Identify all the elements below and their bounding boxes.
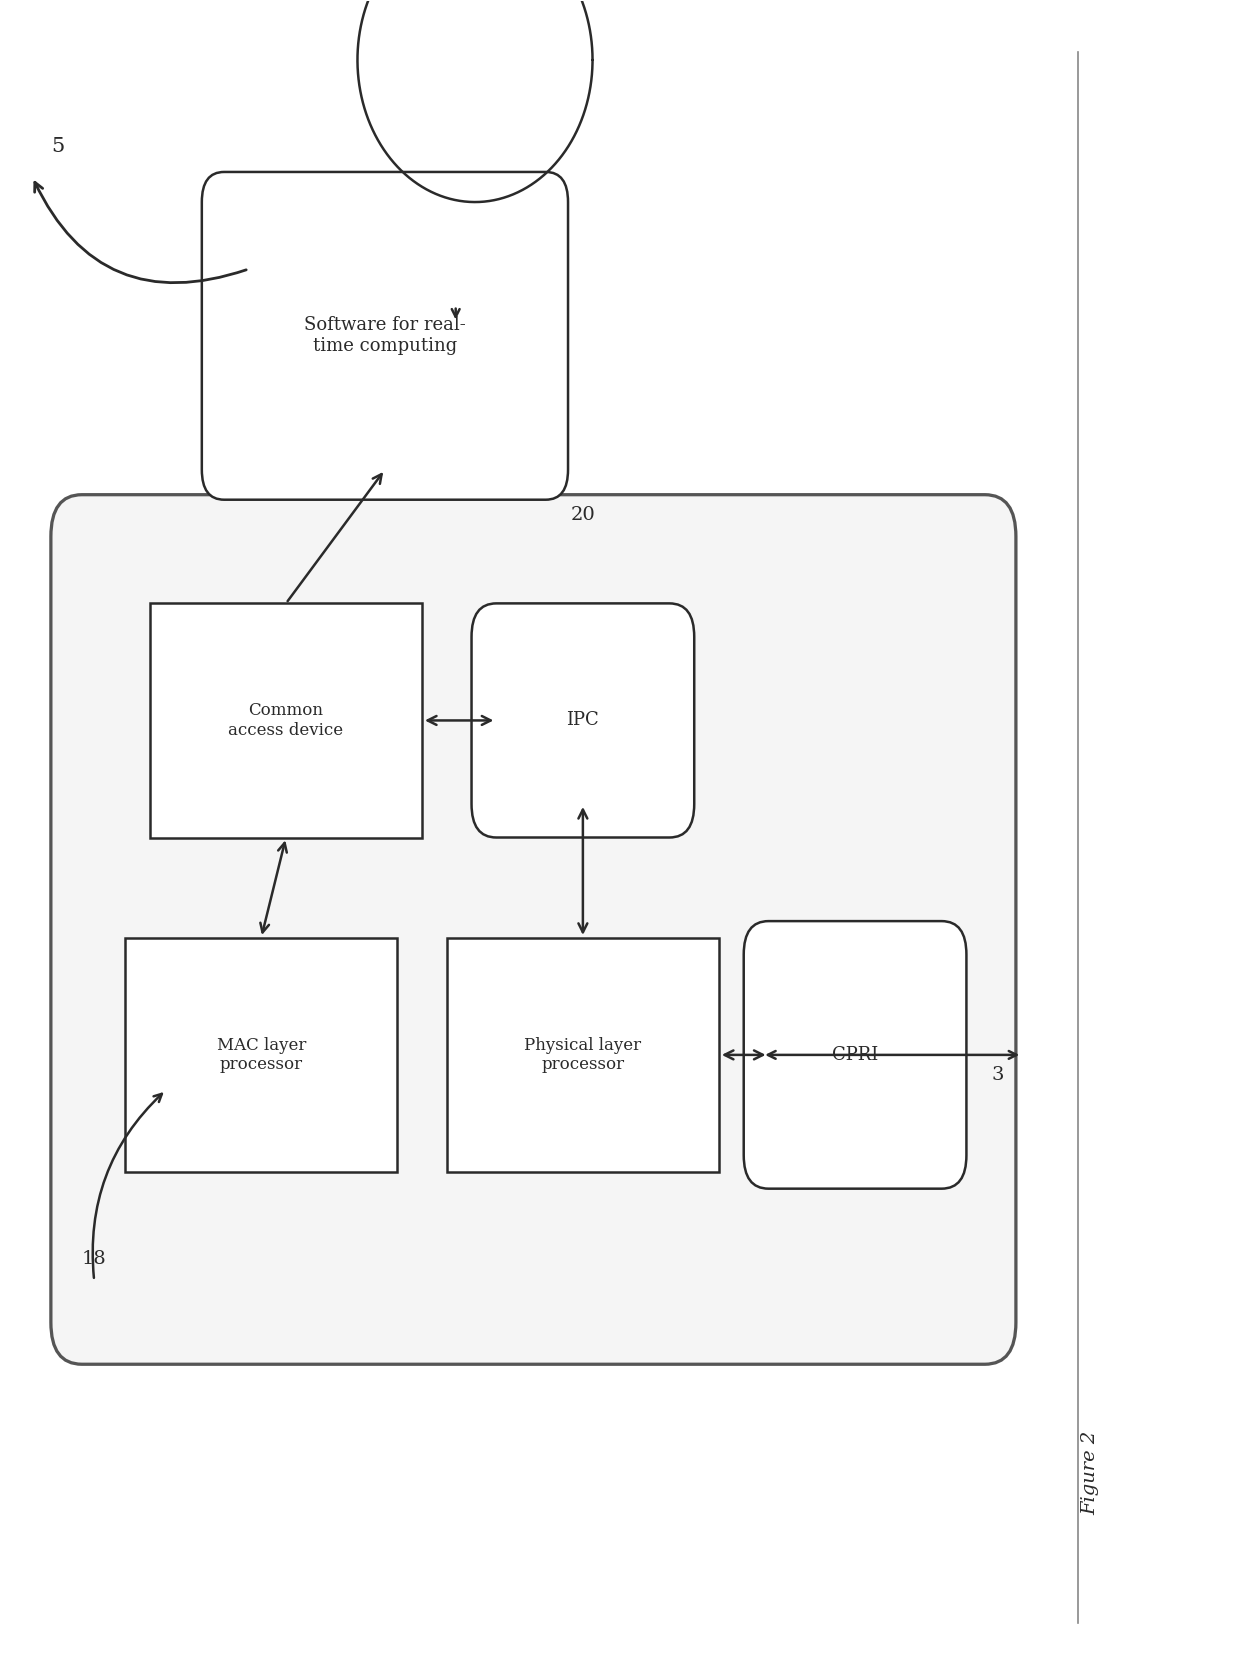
Text: 5: 5 xyxy=(51,137,64,156)
FancyBboxPatch shape xyxy=(202,173,568,499)
FancyBboxPatch shape xyxy=(125,938,397,1172)
Text: Common
access device: Common access device xyxy=(228,702,343,739)
Text: Software for real-
time computing: Software for real- time computing xyxy=(304,317,466,355)
FancyBboxPatch shape xyxy=(744,921,966,1189)
FancyBboxPatch shape xyxy=(150,603,422,838)
Text: 18: 18 xyxy=(82,1250,107,1268)
FancyBboxPatch shape xyxy=(51,494,1016,1363)
FancyBboxPatch shape xyxy=(446,938,719,1172)
FancyBboxPatch shape xyxy=(471,603,694,838)
Text: CPRI: CPRI xyxy=(832,1045,878,1064)
Text: IPC: IPC xyxy=(567,712,599,729)
Text: Figure 2: Figure 2 xyxy=(1081,1430,1099,1516)
Text: Physical layer
processor: Physical layer processor xyxy=(525,1037,641,1074)
Text: 20: 20 xyxy=(570,506,595,524)
Text: 3: 3 xyxy=(991,1065,1003,1084)
Text: MAC layer
processor: MAC layer processor xyxy=(217,1037,306,1074)
